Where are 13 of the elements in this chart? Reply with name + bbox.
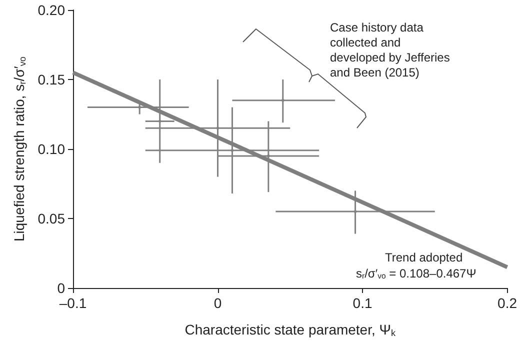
y-tick-label: 0.10 xyxy=(38,141,66,157)
x-tick-label: –0.1 xyxy=(59,295,87,311)
y-tick-label: 0.15 xyxy=(38,72,66,88)
x-axis-title: Characteristic state parameter, Ψk xyxy=(184,322,396,338)
x-tick-label: 0 xyxy=(214,295,222,311)
annotation: Trend adopted xyxy=(385,250,463,264)
y-tick-label: 0.20 xyxy=(38,2,66,18)
x-tick-label: 0.2 xyxy=(498,295,518,311)
y-tick-label: 0 xyxy=(57,280,66,296)
annotation: Case history data collected and developed by Jefferies and Been (2015) xyxy=(330,20,454,80)
y-axis-title: Liquefied strength ratio, sr/σ′vo xyxy=(11,56,28,242)
x-tick-label: 0.1 xyxy=(352,295,372,311)
y-tick-label: 0.05 xyxy=(38,210,66,226)
